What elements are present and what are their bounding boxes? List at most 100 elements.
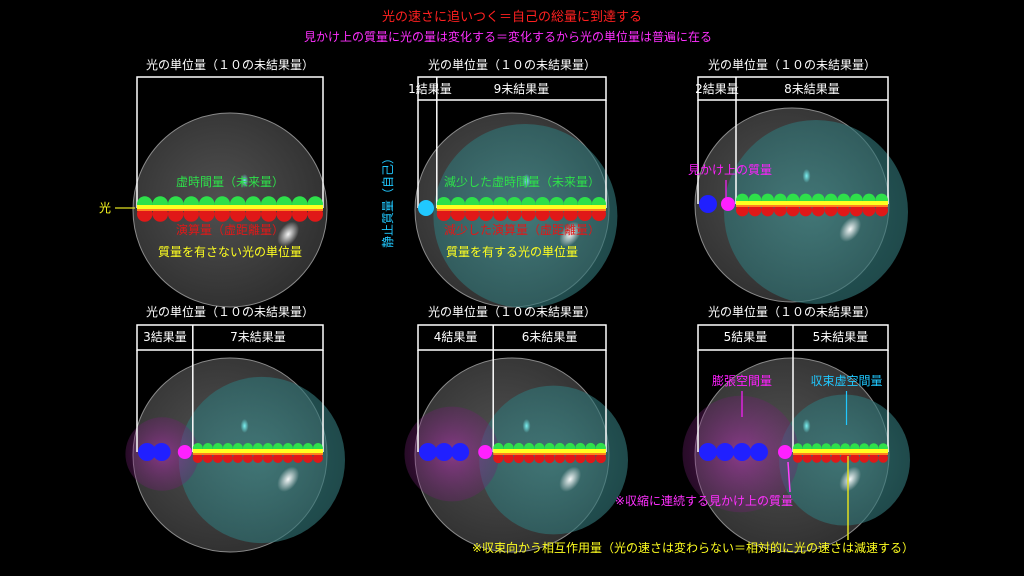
rest-mass-sphere (418, 200, 434, 216)
computation-quantum (232, 452, 243, 464)
light-bar (137, 205, 323, 209)
computation-quantum (850, 453, 860, 463)
sphere-highlight (559, 466, 582, 492)
computation-quantum (262, 452, 273, 464)
computation-quantum (242, 452, 253, 464)
apparent-mass-edge (177, 445, 192, 459)
computation-quantum (252, 452, 263, 464)
computation-quantum (312, 452, 323, 464)
upper-quantity-label: 虚時間量（未来量） (176, 175, 284, 189)
computation-quantum (878, 453, 888, 463)
light-bar (736, 201, 888, 205)
light-bar (793, 449, 888, 453)
sphere-highlight (839, 216, 862, 242)
result-segment-label: 3結果量 (143, 330, 187, 344)
sphere-highlight (277, 221, 300, 247)
computation-quantum (493, 452, 504, 464)
panel-heading: 光の単位量（１０の未結果量） (146, 304, 314, 319)
light-bar-edge (436, 209, 606, 211)
panel-heading: 光の単位量（１０の未結果量） (146, 57, 314, 72)
apparent-mass-edge (721, 197, 735, 211)
light-bar-edge (793, 453, 888, 455)
unit-description-label: 質量を有する光の単位量 (446, 244, 578, 259)
light-bar (436, 205, 606, 209)
computation-quantum (595, 452, 606, 464)
segment-frame (136, 324, 324, 351)
apparent-mass-edge (778, 445, 792, 459)
sphere-highlight-small (240, 173, 249, 188)
computation-quantum (869, 453, 879, 463)
segment-frame (417, 324, 607, 351)
light-bar-edge (493, 453, 606, 455)
computation-quantum (585, 452, 596, 464)
computation-quantum (812, 453, 822, 463)
apparent-mass-label: 見かけ上の質量 (688, 162, 772, 177)
sphere-highlight-small (802, 168, 811, 183)
unresult-segment-label: 7未結果量 (230, 330, 286, 344)
result-segment-label: 4結果量 (434, 330, 478, 344)
segment-frame (417, 76, 607, 101)
computation-quantum (564, 452, 576, 464)
unresult-segment-label: 8未結果量 (784, 82, 840, 96)
computation-quantum (859, 453, 869, 463)
expanding-space-label: 膨張空間量 (712, 374, 772, 388)
computation-quantum (513, 452, 524, 464)
unit-description-label: 質量を有さない光の単位量 (158, 244, 302, 259)
note-continuous-mass: ※収縮に連続する見かけ上の質量 (615, 493, 793, 508)
unresult-segment-label: 5未結果量 (813, 330, 869, 344)
computation-quantum (282, 452, 293, 464)
sphere-highlight (277, 466, 300, 492)
light-bar-edge (736, 205, 888, 207)
result-segment-label: 2結果量 (695, 82, 739, 96)
computation-quantum (802, 453, 812, 463)
computation-quantum (202, 452, 213, 464)
result-segment-label: 1結果量 (408, 82, 452, 96)
segment-frame (697, 76, 889, 101)
computation-quantum (272, 452, 283, 464)
panel-5: 光の単位量（１０の未結果量） 4結果量 6未結果量 (404, 304, 628, 553)
apparent-mass-sphere (733, 443, 752, 461)
note-interaction: ※収束向かう相互作用量（光の速さは変わらない＝相対的に光の速さは減速する） (472, 540, 914, 555)
sphere-highlight-small (522, 173, 531, 188)
unit-frame (136, 76, 324, 208)
unresult-segment-label: 6未結果量 (522, 330, 578, 344)
diagram-title: 光の速さに追いつく＝自己の総量に到達する (382, 9, 642, 25)
sphere-highlight-small (522, 418, 531, 433)
panel-heading: 光の単位量（１０の未結果量） (428, 57, 596, 72)
panel-4: 光の単位量（１０の未結果量） 3結果量 7未結果量 (125, 304, 345, 553)
unresult-segment-label: 9未結果量 (494, 82, 550, 96)
computation-quantum (821, 453, 831, 463)
panels-group: 光の単位量（１０の未結果量） 光 虚時間量（未来量） 演算量（虚距離量） 質量を有さない… (99, 57, 910, 553)
computation-quantum (212, 452, 223, 464)
computation-quantum (222, 452, 233, 464)
computation-quantum (503, 452, 514, 464)
panel-1: 光の単位量（１０の未結果量） 光 虚時間量（未来量） 演算量（虚距離量） 質量を有さない… (99, 57, 328, 308)
light-bar (192, 449, 323, 453)
computation-quantum (523, 452, 535, 464)
computation-quantum (831, 453, 841, 463)
apparent-mass-sphere (716, 443, 735, 461)
light-bar-edge (137, 209, 323, 211)
apparent-mass-edge (478, 445, 493, 459)
computation-quantum (575, 452, 586, 464)
apparent-mass-sphere (699, 195, 717, 213)
sphere-highlight (839, 466, 862, 492)
computation-quantum (534, 452, 545, 464)
apparent-mass-sphere (419, 443, 437, 461)
computation-quantum (302, 452, 313, 464)
apparent-mass-sphere (750, 443, 769, 461)
apparent-mass-sphere (152, 443, 171, 461)
panel-heading: 光の単位量（１０の未結果量） (428, 304, 596, 319)
lower-quantity-label: 減少した演算量（虚距離量） (444, 222, 600, 237)
upper-quantity-label: 減少した虚時間量（未来量） (444, 174, 600, 189)
light-label: 光 (99, 201, 111, 215)
panel-heading: 光の単位量（１０の未結果量） (708, 57, 876, 72)
apparent-mass-sphere (451, 443, 470, 461)
computation-quantum (793, 453, 803, 463)
panel-heading: 光の単位量（１０の未結果量） (708, 304, 876, 319)
computation-quantum (544, 452, 555, 464)
